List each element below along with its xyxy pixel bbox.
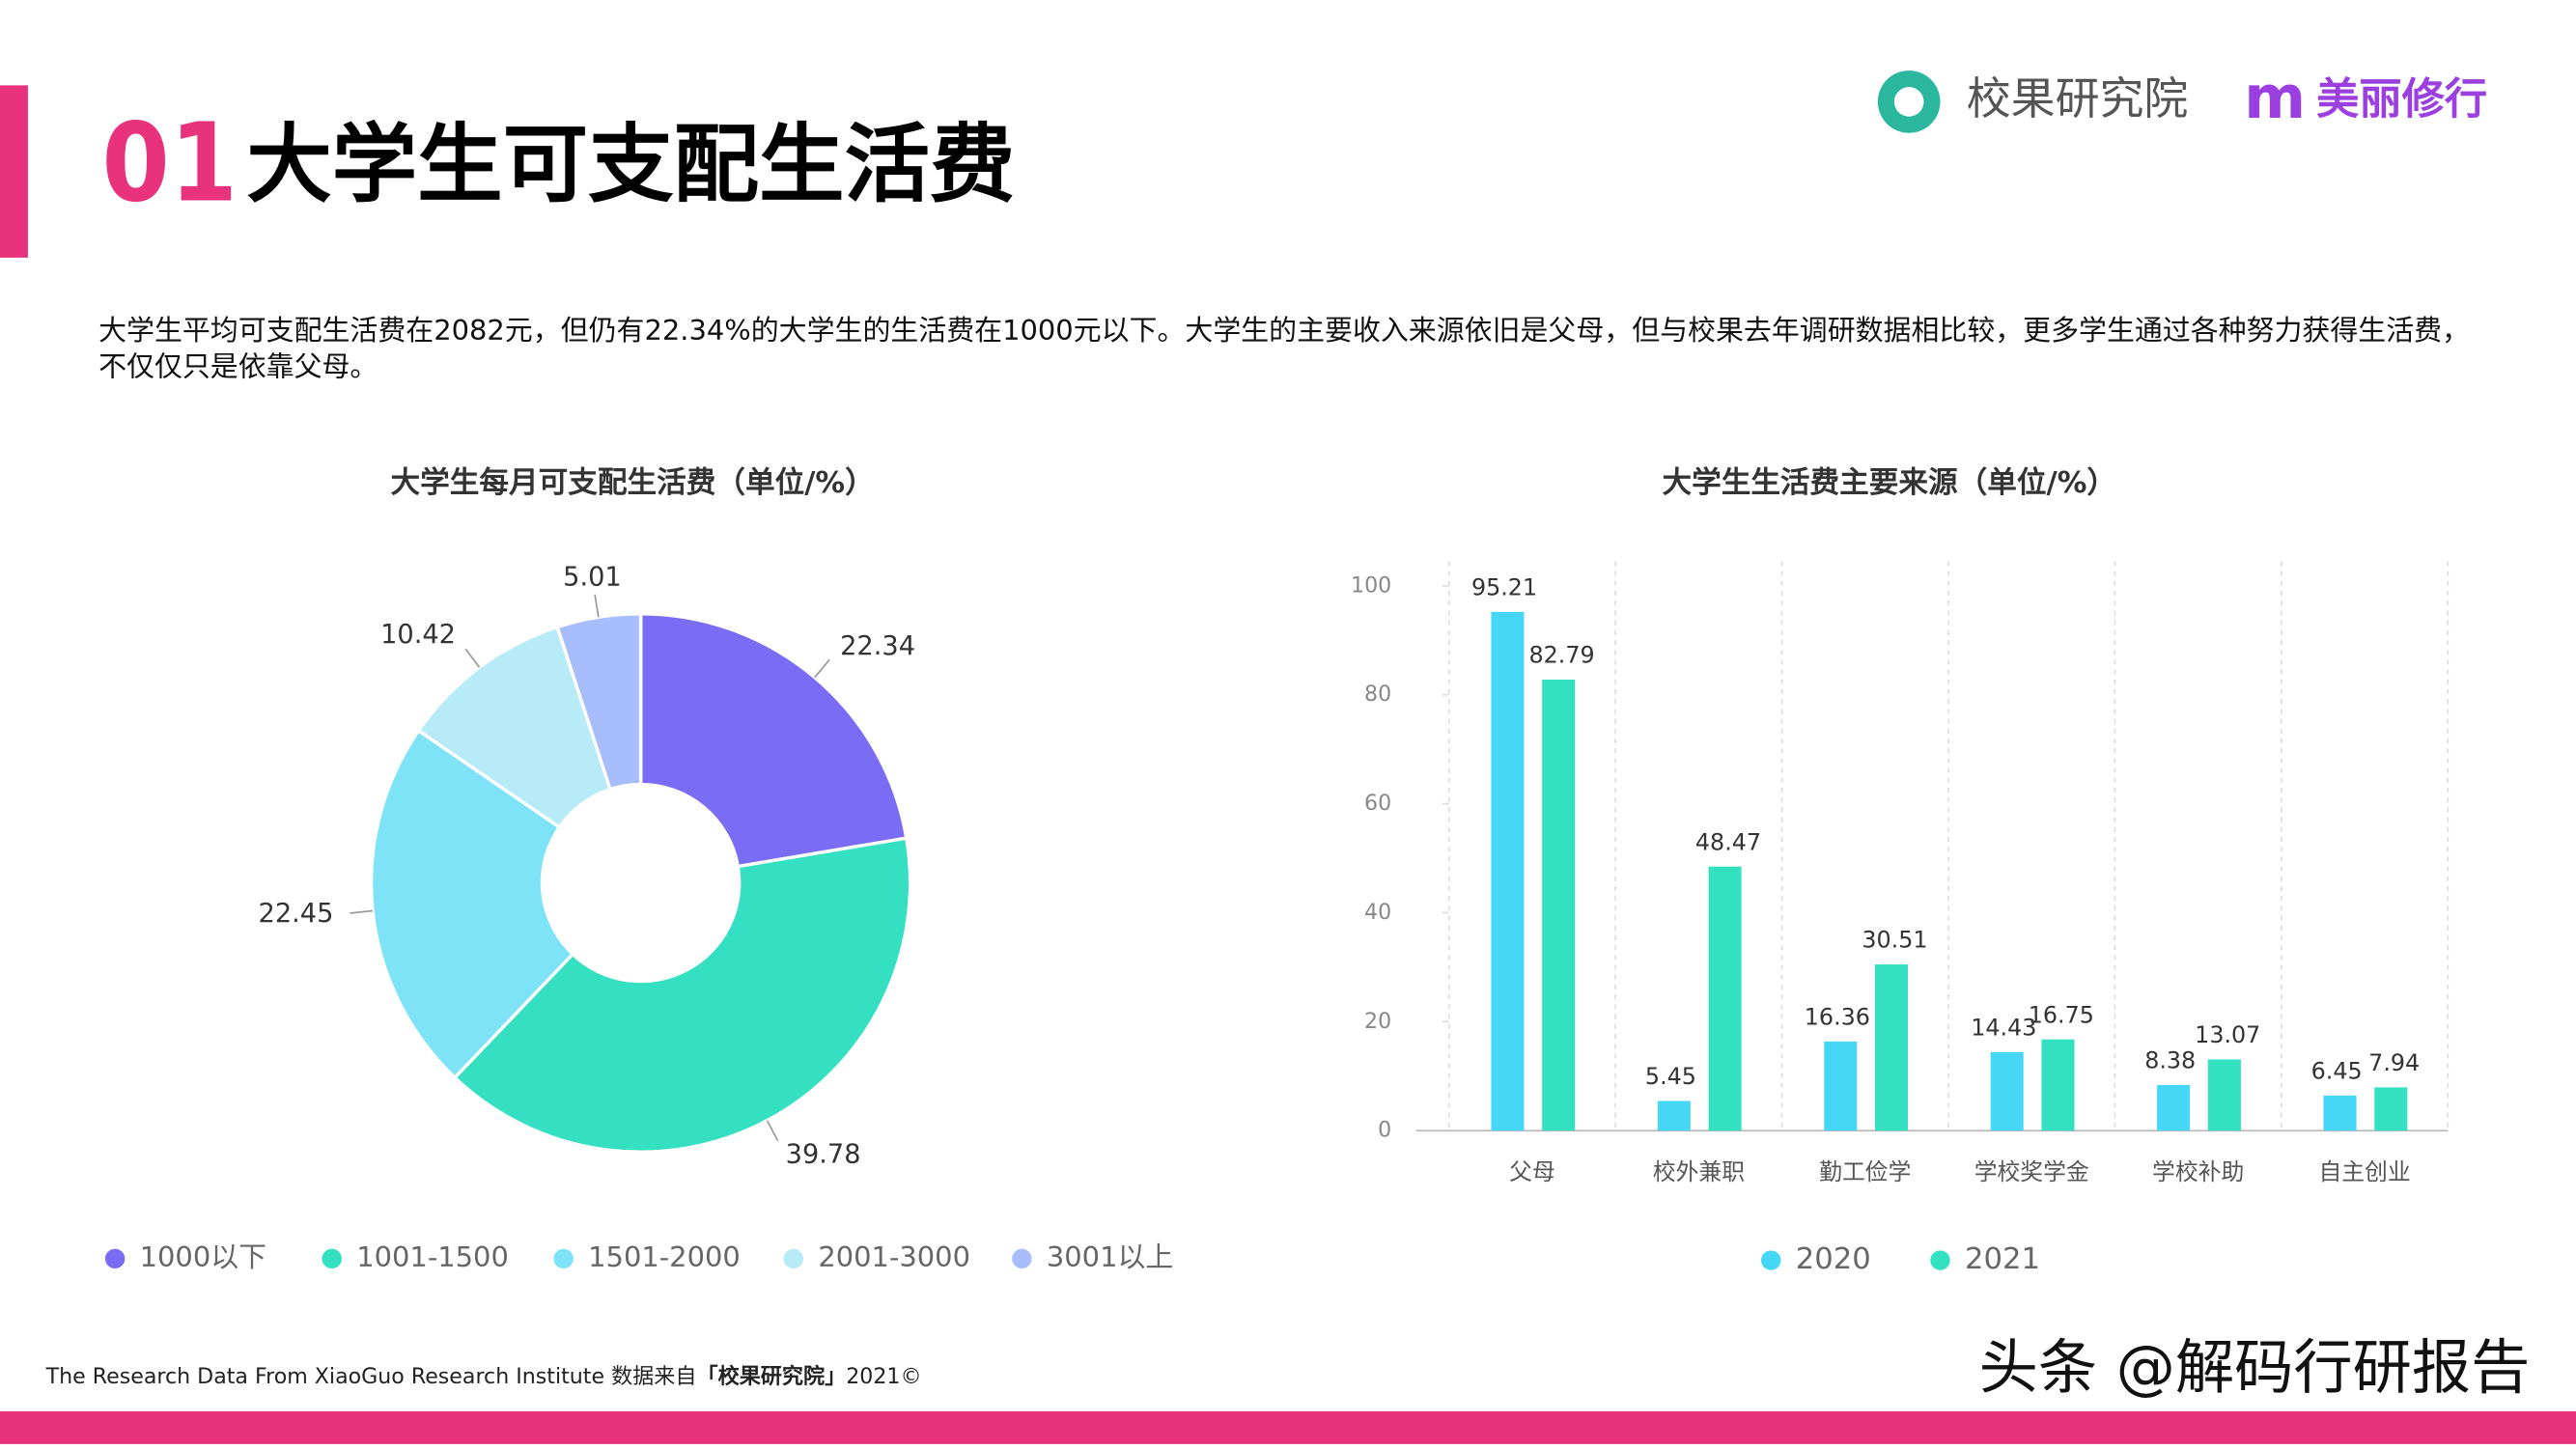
x-tick-label: 学校奖学金	[1974, 1158, 2089, 1185]
data-label: 8.38	[2144, 1047, 2196, 1074]
bar	[2323, 1095, 2357, 1131]
leader-line	[814, 658, 830, 679]
bar	[1657, 1101, 1691, 1131]
donut-slice	[452, 836, 912, 1154]
data-label: 16.36	[1805, 1004, 1870, 1031]
legend-label: 1000以下	[140, 1240, 266, 1273]
y-tick-label: 60	[1364, 791, 1391, 816]
data-label: 13.07	[2195, 1021, 2260, 1048]
x-tick-label: 父母	[1509, 1158, 1555, 1185]
data-label: 82.79	[1529, 642, 1595, 669]
bottom-band	[0, 1410, 2576, 1444]
watermark: 头条 @解码行研报告	[1979, 1334, 2531, 1403]
bar	[2207, 1059, 2241, 1131]
bar	[1491, 611, 1525, 1131]
y-tick-label: 0	[1378, 1118, 1391, 1143]
bar	[1990, 1051, 2024, 1131]
description: 大学生平均可支配生活费在2082元，但仍有22.34%的大学生的生活费在1000…	[98, 315, 2471, 384]
legend-swatch	[322, 1248, 342, 1269]
data-label: 14.43	[1971, 1014, 2036, 1041]
donut-slice	[416, 625, 613, 830]
data-label: 22.45	[259, 899, 334, 929]
accent-bar	[0, 85, 28, 258]
page-title: 大学生可支配生活费	[246, 115, 1015, 214]
partner-mark: m	[2244, 64, 2306, 132]
legend-swatch	[1930, 1250, 1950, 1270]
y-tick-label: 80	[1364, 682, 1391, 707]
x-tick-label: 自主创业	[2318, 1158, 2410, 1185]
data-label: 95.21	[1471, 574, 1537, 601]
legend-label: 2020	[1796, 1242, 1871, 1276]
footer-prefix: The Research Data From XiaoGuo Research …	[45, 1364, 697, 1389]
legend-label: 2021	[1965, 1242, 2040, 1276]
leader-line	[464, 648, 481, 668]
x-tick-label: 学校补助	[2152, 1158, 2244, 1185]
bar	[1824, 1041, 1858, 1131]
data-label: 6.45	[2311, 1058, 2363, 1085]
x-tick-label: 勤工俭学	[1819, 1158, 1911, 1185]
bar	[1875, 964, 1909, 1131]
data-label: 48.47	[1695, 828, 1761, 855]
bar	[2374, 1087, 2408, 1131]
chart-title: 大学生生活费主要来源（单位/%）	[1662, 465, 2116, 500]
brand: 校果研究院	[1967, 72, 2189, 125]
legend-label: 1501-2000	[588, 1240, 741, 1273]
legend-swatch	[553, 1248, 574, 1269]
partner: 美丽修行	[2316, 74, 2487, 124]
logo-icon-inner	[1893, 87, 1924, 117]
chart-title: 大学生每月可支配生活费（单位/%）	[390, 465, 874, 500]
legend-swatch	[783, 1248, 804, 1269]
charts: 大学生每月可支配生活费（单位/%） 22.34 39.78 22.45 10.42 5.0…	[104, 465, 2450, 1276]
data-label: 39.78	[786, 1139, 861, 1169]
footer: The Research Data From XiaoGuo Research …	[45, 1364, 922, 1389]
legend-swatch	[104, 1248, 126, 1269]
donut-slice	[638, 612, 909, 869]
data-label: 22.34	[840, 631, 915, 661]
data-label: 16.75	[2029, 1001, 2094, 1028]
leader-line	[766, 1120, 779, 1142]
legend-swatch	[1761, 1250, 1781, 1270]
bar	[1708, 866, 1742, 1131]
leader-line	[594, 594, 600, 618]
legend-label: 3001以上	[1047, 1240, 1173, 1273]
y-tick-label: 20	[1364, 1009, 1391, 1034]
data-label: 5.45	[1645, 1063, 1696, 1090]
description-box: 大学生平均可支配生活费在2082元，但仍有22.34%的大学生的生活费在1000…	[98, 315, 2471, 384]
footer-source: 「校果研究院」	[696, 1364, 846, 1389]
bar	[2157, 1084, 2191, 1131]
section-number: 01	[101, 101, 238, 227]
bar	[1542, 679, 1576, 1131]
footer-suffix: 2021©	[846, 1364, 921, 1389]
x-tick-label: 校外兼职	[1653, 1158, 1745, 1185]
donut-slice	[369, 728, 575, 1080]
legend-swatch	[1012, 1248, 1032, 1269]
y-tick-label: 100	[1351, 572, 1391, 598]
legend-label: 1001-1500	[356, 1240, 509, 1273]
bar	[2041, 1039, 2075, 1131]
leader-line	[350, 909, 374, 914]
data-label: 10.42	[380, 620, 456, 650]
donut-slice	[555, 612, 643, 792]
data-label: 30.51	[1862, 927, 1927, 954]
legend-label: 2001-3000	[818, 1240, 970, 1273]
data-label: 7.94	[2368, 1049, 2420, 1076]
y-tick-label: 40	[1364, 900, 1391, 925]
data-label: 5.01	[563, 562, 622, 592]
